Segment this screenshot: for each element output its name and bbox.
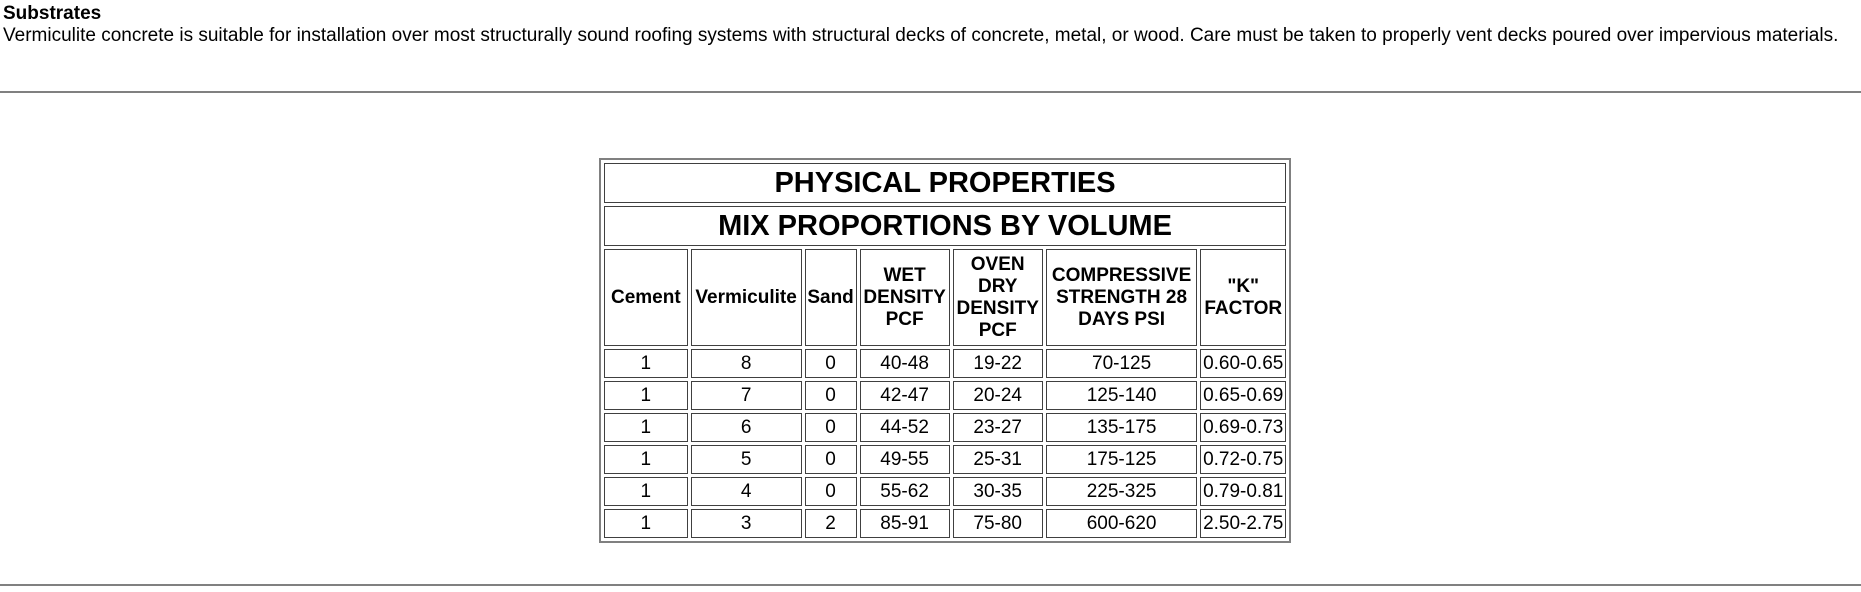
table-row: 1 6 0 44-52 23-27 135-175 0.69-0.73 <box>604 413 1286 442</box>
table-row: 1 4 0 55-62 30-35 225-325 0.79-0.81 <box>604 477 1286 506</box>
physical-properties-table: PHYSICAL PROPERTIES MIX PROPORTIONS BY V… <box>599 158 1291 543</box>
cell-compressive-strength: 70-125 <box>1045 349 1198 378</box>
cell-sand: 0 <box>804 349 857 378</box>
table-row: 1 7 0 42-47 20-24 125-140 0.65-0.69 <box>604 381 1286 410</box>
cell-cement: 1 <box>604 349 688 378</box>
cell-oven-dry-density: 25-31 <box>952 445 1043 474</box>
cell-vermiculite: 6 <box>690 413 802 442</box>
section-heading: Substrates <box>3 3 102 24</box>
cell-vermiculite: 3 <box>690 509 802 538</box>
cell-cement: 1 <box>604 413 688 442</box>
divider <box>0 584 1861 586</box>
cell-k-factor: 0.72-0.75 <box>1200 445 1286 474</box>
cell-k-factor: 0.65-0.69 <box>1200 381 1286 410</box>
cell-wet-density: 42-47 <box>859 381 950 410</box>
cell-sand: 0 <box>804 413 857 442</box>
col-header-sand: Sand <box>804 249 857 346</box>
col-header-k-factor: "K" FACTOR <box>1200 249 1286 346</box>
cell-sand: 0 <box>804 477 857 506</box>
cell-cement: 1 <box>604 381 688 410</box>
cell-compressive-strength: 600-620 <box>1045 509 1198 538</box>
cell-oven-dry-density: 23-27 <box>952 413 1043 442</box>
divider <box>0 91 1861 93</box>
cell-k-factor: 0.60-0.65 <box>1200 349 1286 378</box>
cell-vermiculite: 4 <box>690 477 802 506</box>
col-header-compressive-strength: COMPRESSIVE STRENGTH 28 DAYS PSI <box>1045 249 1198 346</box>
cell-oven-dry-density: 75-80 <box>952 509 1043 538</box>
col-header-vermiculite: Vermiculite <box>690 249 802 346</box>
col-header-cement: Cement <box>604 249 688 346</box>
cell-vermiculite: 5 <box>690 445 802 474</box>
cell-compressive-strength: 125-140 <box>1045 381 1198 410</box>
table-row: 1 3 2 85-91 75-80 600-620 2.50-2.75 <box>604 509 1286 538</box>
table-row: 1 5 0 49-55 25-31 175-125 0.72-0.75 <box>604 445 1286 474</box>
cell-oven-dry-density: 20-24 <box>952 381 1043 410</box>
cell-vermiculite: 7 <box>690 381 802 410</box>
cell-wet-density: 85-91 <box>859 509 950 538</box>
substrates-section: Substrates Vermiculite concrete is suita… <box>0 0 1861 47</box>
cell-sand: 0 <box>804 445 857 474</box>
cell-wet-density: 40-48 <box>859 349 950 378</box>
table-title: PHYSICAL PROPERTIES <box>604 163 1286 203</box>
cell-oven-dry-density: 19-22 <box>952 349 1043 378</box>
cell-cement: 1 <box>604 477 688 506</box>
cell-wet-density: 44-52 <box>859 413 950 442</box>
cell-k-factor: 0.69-0.73 <box>1200 413 1286 442</box>
cell-cement: 1 <box>604 509 688 538</box>
table-row: 1 8 0 40-48 19-22 70-125 0.60-0.65 <box>604 349 1286 378</box>
table-subtitle: MIX PROPORTIONS BY VOLUME <box>604 206 1286 246</box>
section-body: Vermiculite concrete is suitable for ins… <box>3 25 1839 46</box>
cell-k-factor: 0.79-0.81 <box>1200 477 1286 506</box>
cell-oven-dry-density: 30-35 <box>952 477 1043 506</box>
cell-k-factor: 2.50-2.75 <box>1200 509 1286 538</box>
col-header-wet-density: WET DENSITY PCF <box>859 249 950 346</box>
cell-cement: 1 <box>604 445 688 474</box>
header-row: Cement Vermiculite Sand WET DENSITY PCF … <box>604 249 1286 346</box>
cell-vermiculite: 8 <box>690 349 802 378</box>
cell-compressive-strength: 225-325 <box>1045 477 1198 506</box>
cell-wet-density: 55-62 <box>859 477 950 506</box>
cell-sand: 0 <box>804 381 857 410</box>
col-header-oven-dry-density: OVEN DRY DENSITY PCF <box>952 249 1043 346</box>
cell-compressive-strength: 175-125 <box>1045 445 1198 474</box>
cell-compressive-strength: 135-175 <box>1045 413 1198 442</box>
cell-wet-density: 49-55 <box>859 445 950 474</box>
cell-sand: 2 <box>804 509 857 538</box>
